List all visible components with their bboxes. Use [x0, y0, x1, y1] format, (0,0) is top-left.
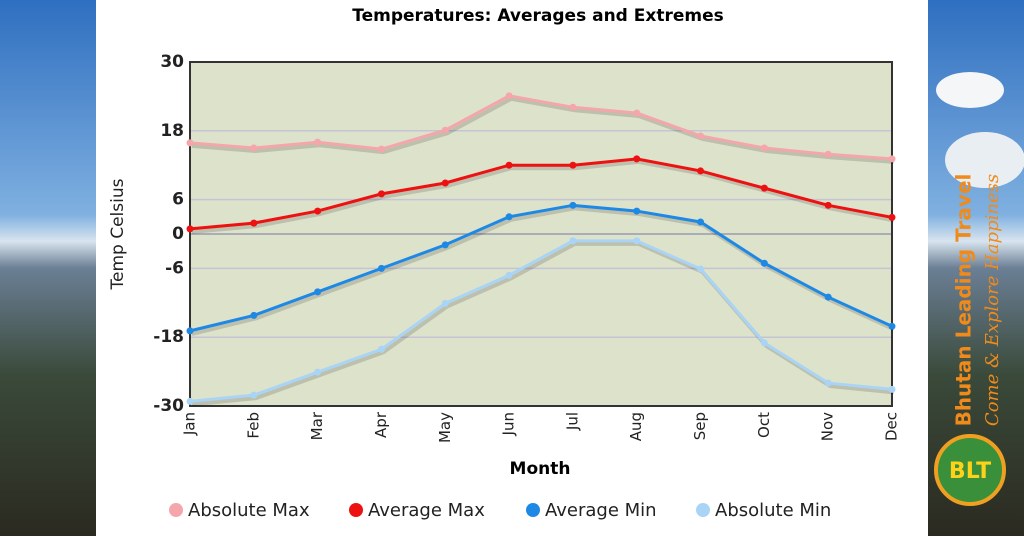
photo-left: [0, 0, 96, 536]
point: [250, 391, 258, 399]
y-tick-label: 30: [160, 52, 184, 72]
legend-label: Absolute Max: [188, 500, 310, 521]
cloud: [945, 132, 1024, 188]
x-tick-label: Jan: [181, 412, 199, 436]
point: [569, 161, 577, 169]
point: [633, 237, 641, 245]
x-tick-label: Nov: [819, 412, 837, 441]
point: [760, 259, 768, 267]
point: [760, 184, 768, 192]
point: [697, 167, 705, 175]
series-line: [189, 239, 893, 403]
brand-tagline: Come & Explore Happiness: [982, 174, 1003, 426]
line-shadow: [191, 159, 895, 234]
x-tick-label: Oct: [755, 412, 773, 438]
point: [760, 144, 768, 152]
y-tick-label: -18: [153, 327, 184, 347]
legend-marker: [349, 503, 363, 517]
point: [633, 207, 641, 215]
point: [633, 155, 641, 163]
point: [505, 213, 513, 221]
line-shadow: [191, 96, 895, 164]
point: [250, 219, 258, 227]
point: [441, 241, 449, 249]
point: [441, 299, 449, 307]
point: [186, 139, 194, 147]
point: [186, 327, 194, 335]
y-tick-label: 0: [172, 224, 184, 244]
point: [505, 271, 513, 279]
point: [186, 397, 194, 405]
legend-marker: [696, 503, 710, 517]
point: [314, 288, 322, 296]
point: [505, 92, 513, 100]
point: [314, 138, 322, 146]
x-tick-label: Apr: [372, 411, 390, 438]
y-tick-label: -30: [153, 396, 184, 416]
point: [888, 155, 896, 163]
legend-label: Average Min: [545, 500, 657, 521]
x-tick-label: Jul: [563, 412, 581, 431]
x-tick-label: Dec: [883, 412, 901, 441]
series-line: [189, 203, 893, 333]
point: [314, 368, 322, 376]
plot-frame: [189, 61, 893, 407]
line-shadow: [191, 206, 895, 336]
point: [888, 213, 896, 221]
point: [377, 345, 385, 353]
legend-label: Absolute Min: [715, 500, 831, 521]
x-tick-label: Mar: [308, 411, 326, 440]
point: [633, 109, 641, 117]
point: [569, 103, 577, 111]
legend-marker: [526, 503, 540, 517]
series-line: [189, 94, 893, 161]
point: [186, 225, 194, 233]
x-tick-label: Sep: [691, 412, 709, 440]
point: [888, 322, 896, 330]
point: [824, 293, 832, 301]
point: [697, 218, 705, 226]
legend-marker: [169, 503, 183, 517]
point: [697, 132, 705, 140]
x-tick-label: Aug: [627, 412, 645, 441]
point: [569, 237, 577, 245]
point: [888, 385, 896, 393]
point: [824, 201, 832, 209]
x-tick-label: Jun: [500, 412, 518, 436]
point: [505, 161, 513, 169]
point: [697, 265, 705, 273]
y-axis-label: Temp Celsius: [108, 178, 128, 290]
point: [377, 264, 385, 272]
point: [250, 311, 258, 319]
x-tick-label: Feb: [244, 412, 262, 439]
chart-title: Temperatures: Averages and Extremes: [352, 6, 724, 26]
point: [250, 144, 258, 152]
legend-label: Average Max: [368, 500, 485, 521]
point: [824, 150, 832, 158]
point: [377, 145, 385, 153]
point: [569, 201, 577, 209]
point: [314, 207, 322, 215]
series-line: [189, 157, 893, 231]
point: [760, 339, 768, 347]
logo-text: BLT: [949, 459, 991, 484]
y-tick-label: -6: [165, 258, 184, 278]
brand-name: Bhutan Leading Travel: [952, 174, 976, 427]
y-tick-label: 6: [172, 190, 184, 210]
point: [441, 179, 449, 187]
x-axis-label: Month: [510, 459, 571, 479]
x-tick-label: May: [436, 412, 454, 443]
point: [824, 379, 832, 387]
y-tick-label: 18: [160, 121, 184, 141]
cloud: [936, 72, 1004, 108]
point: [377, 190, 385, 198]
logo-badge: [934, 434, 1006, 506]
point: [441, 126, 449, 134]
